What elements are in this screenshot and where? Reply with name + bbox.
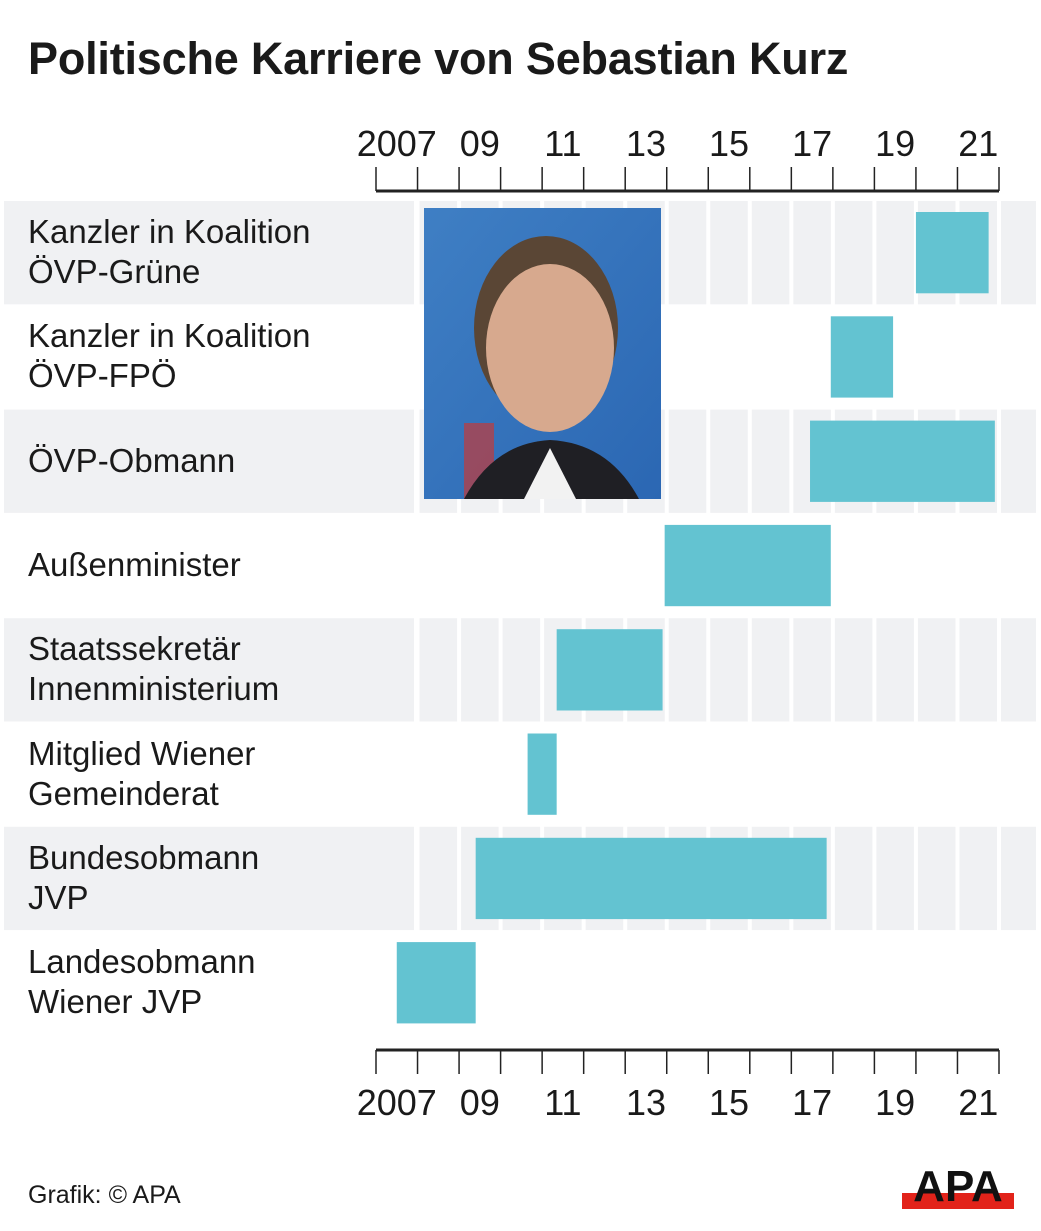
tick-label: 17 <box>792 123 832 164</box>
row-label-line: JVP <box>28 878 89 916</box>
year-cell <box>917 826 956 931</box>
year-cell <box>834 826 873 931</box>
row-label: Mitglied Wiener Gemeinderat <box>28 734 255 814</box>
year-cell <box>1001 826 1036 931</box>
tick-label: 15 <box>709 123 749 164</box>
year-cell <box>959 826 997 931</box>
bar-5 <box>527 733 557 815</box>
row-label-line: Außenminister <box>28 546 241 584</box>
tick-label: 19 <box>875 123 915 164</box>
row-label: Kanzler in Koalition ÖVP-FPÖ <box>28 316 311 396</box>
bars <box>396 212 995 1024</box>
year-cell <box>876 826 914 931</box>
row-stripe <box>4 409 414 513</box>
year-gap <box>415 826 420 931</box>
logo-text: APA <box>913 1163 1003 1211</box>
bar-3 <box>664 524 831 607</box>
row-label: ÖVP-Obmann <box>28 441 235 481</box>
row-label: Kanzler in Koalition ÖVP-Grüne <box>28 212 311 292</box>
row-label: Landesobmann Wiener JVP <box>28 942 256 1022</box>
tick-label: 09 <box>460 1082 500 1123</box>
row-label-line: ÖVP-FPÖ <box>28 357 177 395</box>
year-cell <box>1001 201 1036 305</box>
row-label-line: Wiener JVP <box>28 983 203 1021</box>
year-cell <box>959 618 997 722</box>
tick-label: 13 <box>626 1082 666 1123</box>
person-silhouette-icon <box>424 208 661 499</box>
year-cell <box>668 409 707 513</box>
year-cell <box>917 618 956 722</box>
bar-7 <box>396 942 476 1024</box>
row-stripe <box>4 201 414 305</box>
tick-label: 11 <box>544 1082 581 1123</box>
year-cell <box>1001 409 1036 513</box>
year-gap <box>415 201 420 305</box>
tick-label: 19 <box>875 1082 915 1123</box>
tick-label: 09 <box>460 123 500 164</box>
row-label-line: Kanzler in Koalition <box>28 317 311 355</box>
tick-label: 13 <box>626 123 666 164</box>
year-cell <box>834 201 873 305</box>
tick-label: 2007 <box>357 1082 437 1123</box>
row-label-line: ÖVP-Obmann <box>28 441 236 479</box>
year-cell <box>751 201 790 305</box>
row-label-line: Gemeinderat <box>28 774 219 812</box>
bar-0 <box>915 212 989 294</box>
year-cell <box>1001 618 1036 722</box>
year-cell <box>751 618 790 722</box>
year-cell <box>710 201 748 305</box>
row-label-line: Landesobmann <box>28 943 256 981</box>
year-gap <box>415 409 420 513</box>
year-cell <box>710 618 748 722</box>
year-cell <box>876 201 914 305</box>
bar-6 <box>475 837 827 920</box>
row-label-line: Bundesobmann <box>28 838 260 876</box>
x-axis-top: 2007 09 11 13 15 17 19 21 <box>357 123 1000 193</box>
tick-label: 21 <box>958 1082 998 1123</box>
year-cell <box>793 201 831 305</box>
portrait-photo <box>424 208 661 499</box>
row-label-line: Kanzler in Koalition <box>28 213 311 251</box>
bar-2 <box>810 420 995 502</box>
source-credit: Grafik: © APA <box>28 1181 181 1209</box>
year-cell <box>793 618 831 722</box>
row-stripe <box>4 618 414 722</box>
tick-label: 21 <box>958 123 998 164</box>
year-gap <box>415 618 420 722</box>
bar-4 <box>556 629 663 711</box>
tick-label: 17 <box>792 1082 832 1123</box>
year-cell <box>834 618 873 722</box>
year-cell <box>461 618 499 722</box>
bar-1 <box>830 316 894 398</box>
row-label: Außenminister <box>28 545 241 585</box>
tick-label: 11 <box>544 123 581 164</box>
tick-label: 2007 <box>357 123 437 164</box>
tick-label: 15 <box>709 1082 749 1123</box>
year-cell <box>668 201 707 305</box>
row-label: Bundesobmann JVP <box>28 838 259 918</box>
row-label-line: Innenministerium <box>28 670 280 708</box>
row-stripe <box>4 826 414 931</box>
year-cell <box>668 618 707 722</box>
row-label: Staatssekretär Innenministerium <box>28 629 279 709</box>
apa-logo: APA <box>902 1162 1014 1211</box>
year-cell <box>876 618 914 722</box>
x-axis-bottom: 2007 09 11 13 15 17 19 21 <box>357 1048 1000 1123</box>
chart-title: Politische Karriere von Sebastian Kurz <box>28 33 849 84</box>
year-cell <box>419 826 458 931</box>
year-cell <box>502 618 541 722</box>
logo-bar <box>902 1193 1014 1209</box>
year-cell <box>751 409 790 513</box>
row-label-line: ÖVP-Grüne <box>28 253 201 291</box>
year-cell <box>710 409 748 513</box>
row-label-line: Staatssekretär <box>28 630 241 668</box>
row-label-line: Mitglied Wiener <box>28 734 256 772</box>
year-cell <box>419 618 458 722</box>
